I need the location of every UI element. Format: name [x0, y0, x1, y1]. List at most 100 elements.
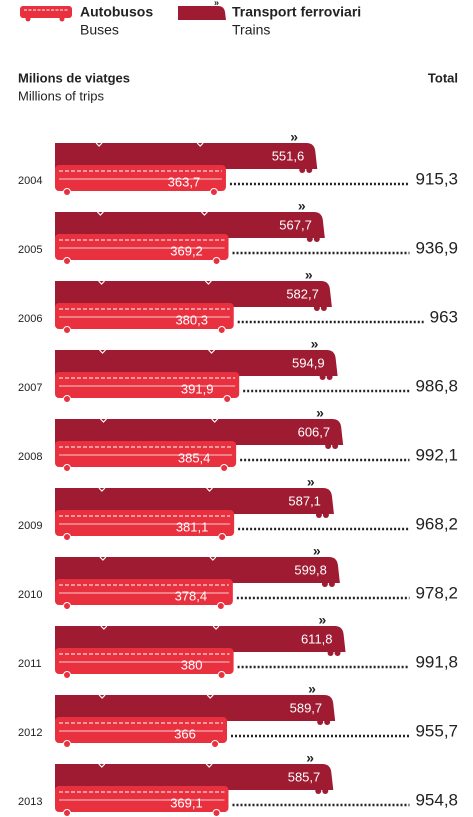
year-label: 2007 [18, 382, 42, 394]
train-pantograph [204, 280, 212, 285]
train-wheel [320, 305, 327, 311]
year-label: 2005 [18, 244, 42, 256]
legend-train-icon [178, 6, 226, 20]
train-wheel [327, 650, 334, 656]
train-wheel [313, 236, 320, 242]
train-bar [55, 350, 338, 376]
train-wheel [319, 374, 326, 380]
bus-wheel [209, 188, 218, 196]
train-wheel [334, 650, 341, 656]
bus-wheel [63, 464, 71, 472]
bus-value-label: 380,3 [175, 312, 208, 327]
bus-wheel [63, 257, 71, 265]
bus-wheel [212, 257, 221, 265]
train-pantograph [98, 487, 106, 492]
bus-wheel [218, 533, 227, 541]
train-value-label: 585,7 [288, 769, 321, 784]
total-label: 986,8 [415, 376, 458, 395]
train-pantograph [208, 349, 216, 354]
train-value-label: 606,7 [298, 424, 331, 439]
bus-wheel [63, 326, 71, 334]
year-label: 2008 [18, 451, 42, 463]
train-wheel [325, 443, 332, 449]
train-wheel [332, 443, 339, 449]
year-label: 2006 [18, 313, 42, 325]
bus-wheel [63, 602, 71, 610]
train-wheel [324, 719, 331, 725]
train-wheel [322, 788, 329, 794]
bus-value-label: 369,2 [170, 243, 203, 258]
train-chevron: » [306, 750, 314, 766]
total-label: 991,8 [415, 652, 458, 671]
train-chevron: » [311, 336, 319, 352]
legend-bus-wheel [25, 16, 31, 22]
bus-value-label: 363,7 [168, 174, 201, 189]
train-wheel [306, 167, 313, 173]
train-pantograph [99, 556, 107, 561]
train-bar [55, 281, 332, 307]
train-value-label: 567,7 [279, 217, 312, 232]
train-value-label: 587,1 [288, 493, 321, 508]
train-bar [55, 626, 346, 652]
train-value-label: 599,8 [294, 562, 327, 577]
total-label: 954,8 [415, 790, 458, 809]
total-label: 936,9 [415, 238, 458, 257]
bus-wheel [63, 533, 71, 541]
bus-value-label: 381,1 [176, 519, 209, 534]
bus-wheel [217, 326, 226, 334]
train-bar [55, 212, 325, 238]
legend-bus-icon [20, 6, 72, 18]
year-label: 2009 [18, 520, 42, 532]
train-chevron: » [305, 267, 313, 283]
bus-bar [55, 510, 235, 536]
bus-value-label: 391,9 [181, 381, 214, 396]
bus-wheel [216, 602, 225, 610]
train-value-label: 589,7 [290, 700, 323, 715]
train-pantograph [98, 280, 105, 285]
train-pantograph [96, 211, 104, 216]
train-bar [55, 695, 336, 721]
train-pantograph [98, 694, 106, 699]
legend-train-label: Transport ferroviari [232, 4, 361, 20]
year-label: 2010 [18, 589, 42, 601]
train-chevron: » [308, 681, 316, 697]
train-pantograph [206, 694, 214, 699]
legend-train-chevron: » [214, 0, 219, 7]
bus-value-label: 378,4 [175, 588, 208, 603]
train-pantograph [200, 211, 208, 216]
train-pantograph [100, 418, 107, 423]
bus-wheel [223, 395, 232, 403]
total-label: 955,7 [415, 721, 458, 740]
train-pantograph [206, 487, 213, 492]
total-label: 963 [430, 307, 458, 326]
train-chevron: » [313, 543, 321, 559]
axis-title: Milions de viatges [18, 70, 130, 85]
bus-bar [55, 717, 228, 743]
total-label: 992,1 [415, 445, 458, 464]
axis-subtitle: Millions of trips [18, 88, 104, 103]
bus-value-label: 385,4 [178, 450, 211, 465]
train-chevron: » [319, 612, 327, 628]
bus-wheel [63, 671, 71, 679]
bus-wheel [212, 809, 221, 817]
train-wheel [328, 581, 335, 587]
train-bar [55, 488, 334, 514]
bus-bar [55, 648, 234, 674]
total-label: 968,2 [415, 514, 458, 533]
total-label: 915,3 [415, 169, 458, 188]
bus-wheel [217, 671, 226, 679]
train-wheel [306, 236, 313, 242]
bus-value-label: 369,1 [170, 795, 203, 810]
train-pantograph [212, 625, 220, 630]
train-pantograph [209, 556, 217, 561]
train-pantograph [100, 625, 108, 630]
train-wheel [322, 512, 329, 518]
bus-value-label: 380 [181, 657, 203, 672]
bus-bar [55, 303, 234, 329]
train-wheel [315, 788, 322, 794]
total-header: Total [428, 70, 458, 85]
train-wheel [315, 512, 322, 518]
year-label: 2011 [18, 658, 42, 670]
train-chevron: » [316, 405, 324, 421]
train-pantograph [211, 418, 219, 423]
